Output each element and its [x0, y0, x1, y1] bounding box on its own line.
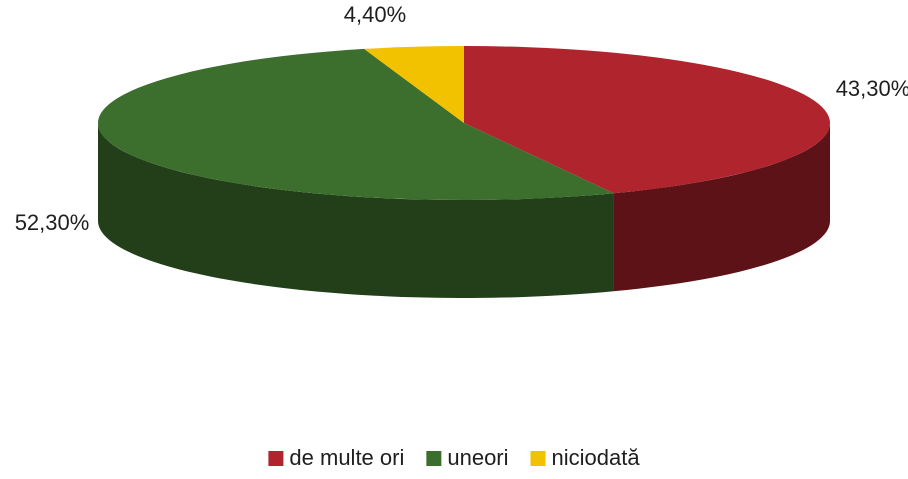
legend-swatch [530, 451, 546, 466]
data-label-niciodata: 4,40% [344, 2, 406, 27]
legend-swatch [426, 451, 442, 466]
legend-item-uneori: uneori [426, 445, 509, 470]
slice-de-multe-ori [464, 46, 830, 194]
legend-swatch [268, 451, 284, 466]
slice-side-uneori [98, 123, 614, 298]
legend-label: niciodată [552, 445, 641, 470]
pie-tops [97, 46, 830, 201]
slice-uneori [97, 48, 614, 201]
legend-item-niciodata: niciodată [530, 445, 641, 470]
pie-sides [98, 123, 830, 298]
data-labels: 43,30% 52,30% 4,40% [15, 2, 908, 235]
slice-niciodata [364, 46, 464, 123]
slice-side-de-multe-ori [613, 123, 830, 292]
legend: de multe ori uneori niciodată [268, 445, 640, 470]
legend-item-de-multe-ori: de multe ori [268, 445, 404, 470]
data-label-de-multe-ori: 43,30% [836, 76, 908, 101]
data-label-uneori: 52,30% [15, 210, 90, 235]
legend-label: uneori [447, 445, 508, 470]
legend-label: de multe ori [289, 445, 404, 470]
